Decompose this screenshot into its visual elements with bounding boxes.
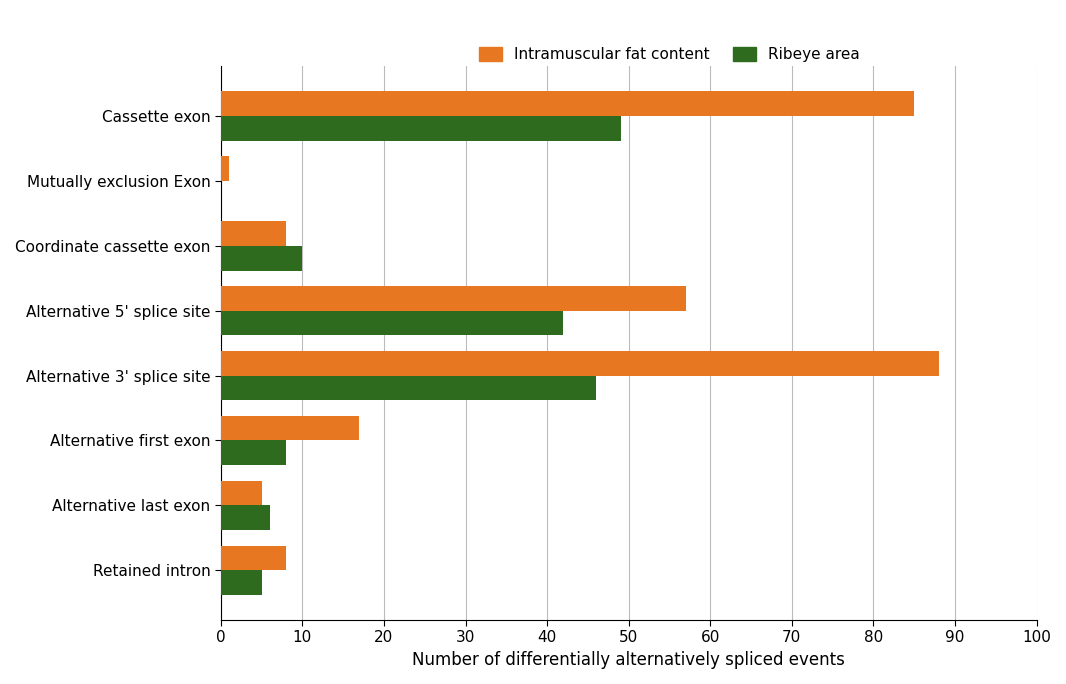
Bar <box>221 546 286 570</box>
Bar <box>221 157 229 181</box>
Bar <box>221 505 270 530</box>
Bar <box>221 92 915 116</box>
Legend: Intramuscular fat content, Ribeye area: Intramuscular fat content, Ribeye area <box>473 41 866 68</box>
Bar <box>221 376 596 400</box>
X-axis label: Number of differentially alternatively spliced events: Number of differentially alternatively s… <box>413 651 845 669</box>
Bar <box>221 440 286 465</box>
Bar <box>221 311 564 335</box>
Bar <box>221 221 286 246</box>
Bar <box>221 246 303 271</box>
Bar <box>221 481 261 505</box>
Bar <box>221 416 359 440</box>
Bar <box>221 116 620 141</box>
Bar <box>221 351 939 376</box>
Bar <box>221 286 685 311</box>
Bar <box>221 570 261 595</box>
